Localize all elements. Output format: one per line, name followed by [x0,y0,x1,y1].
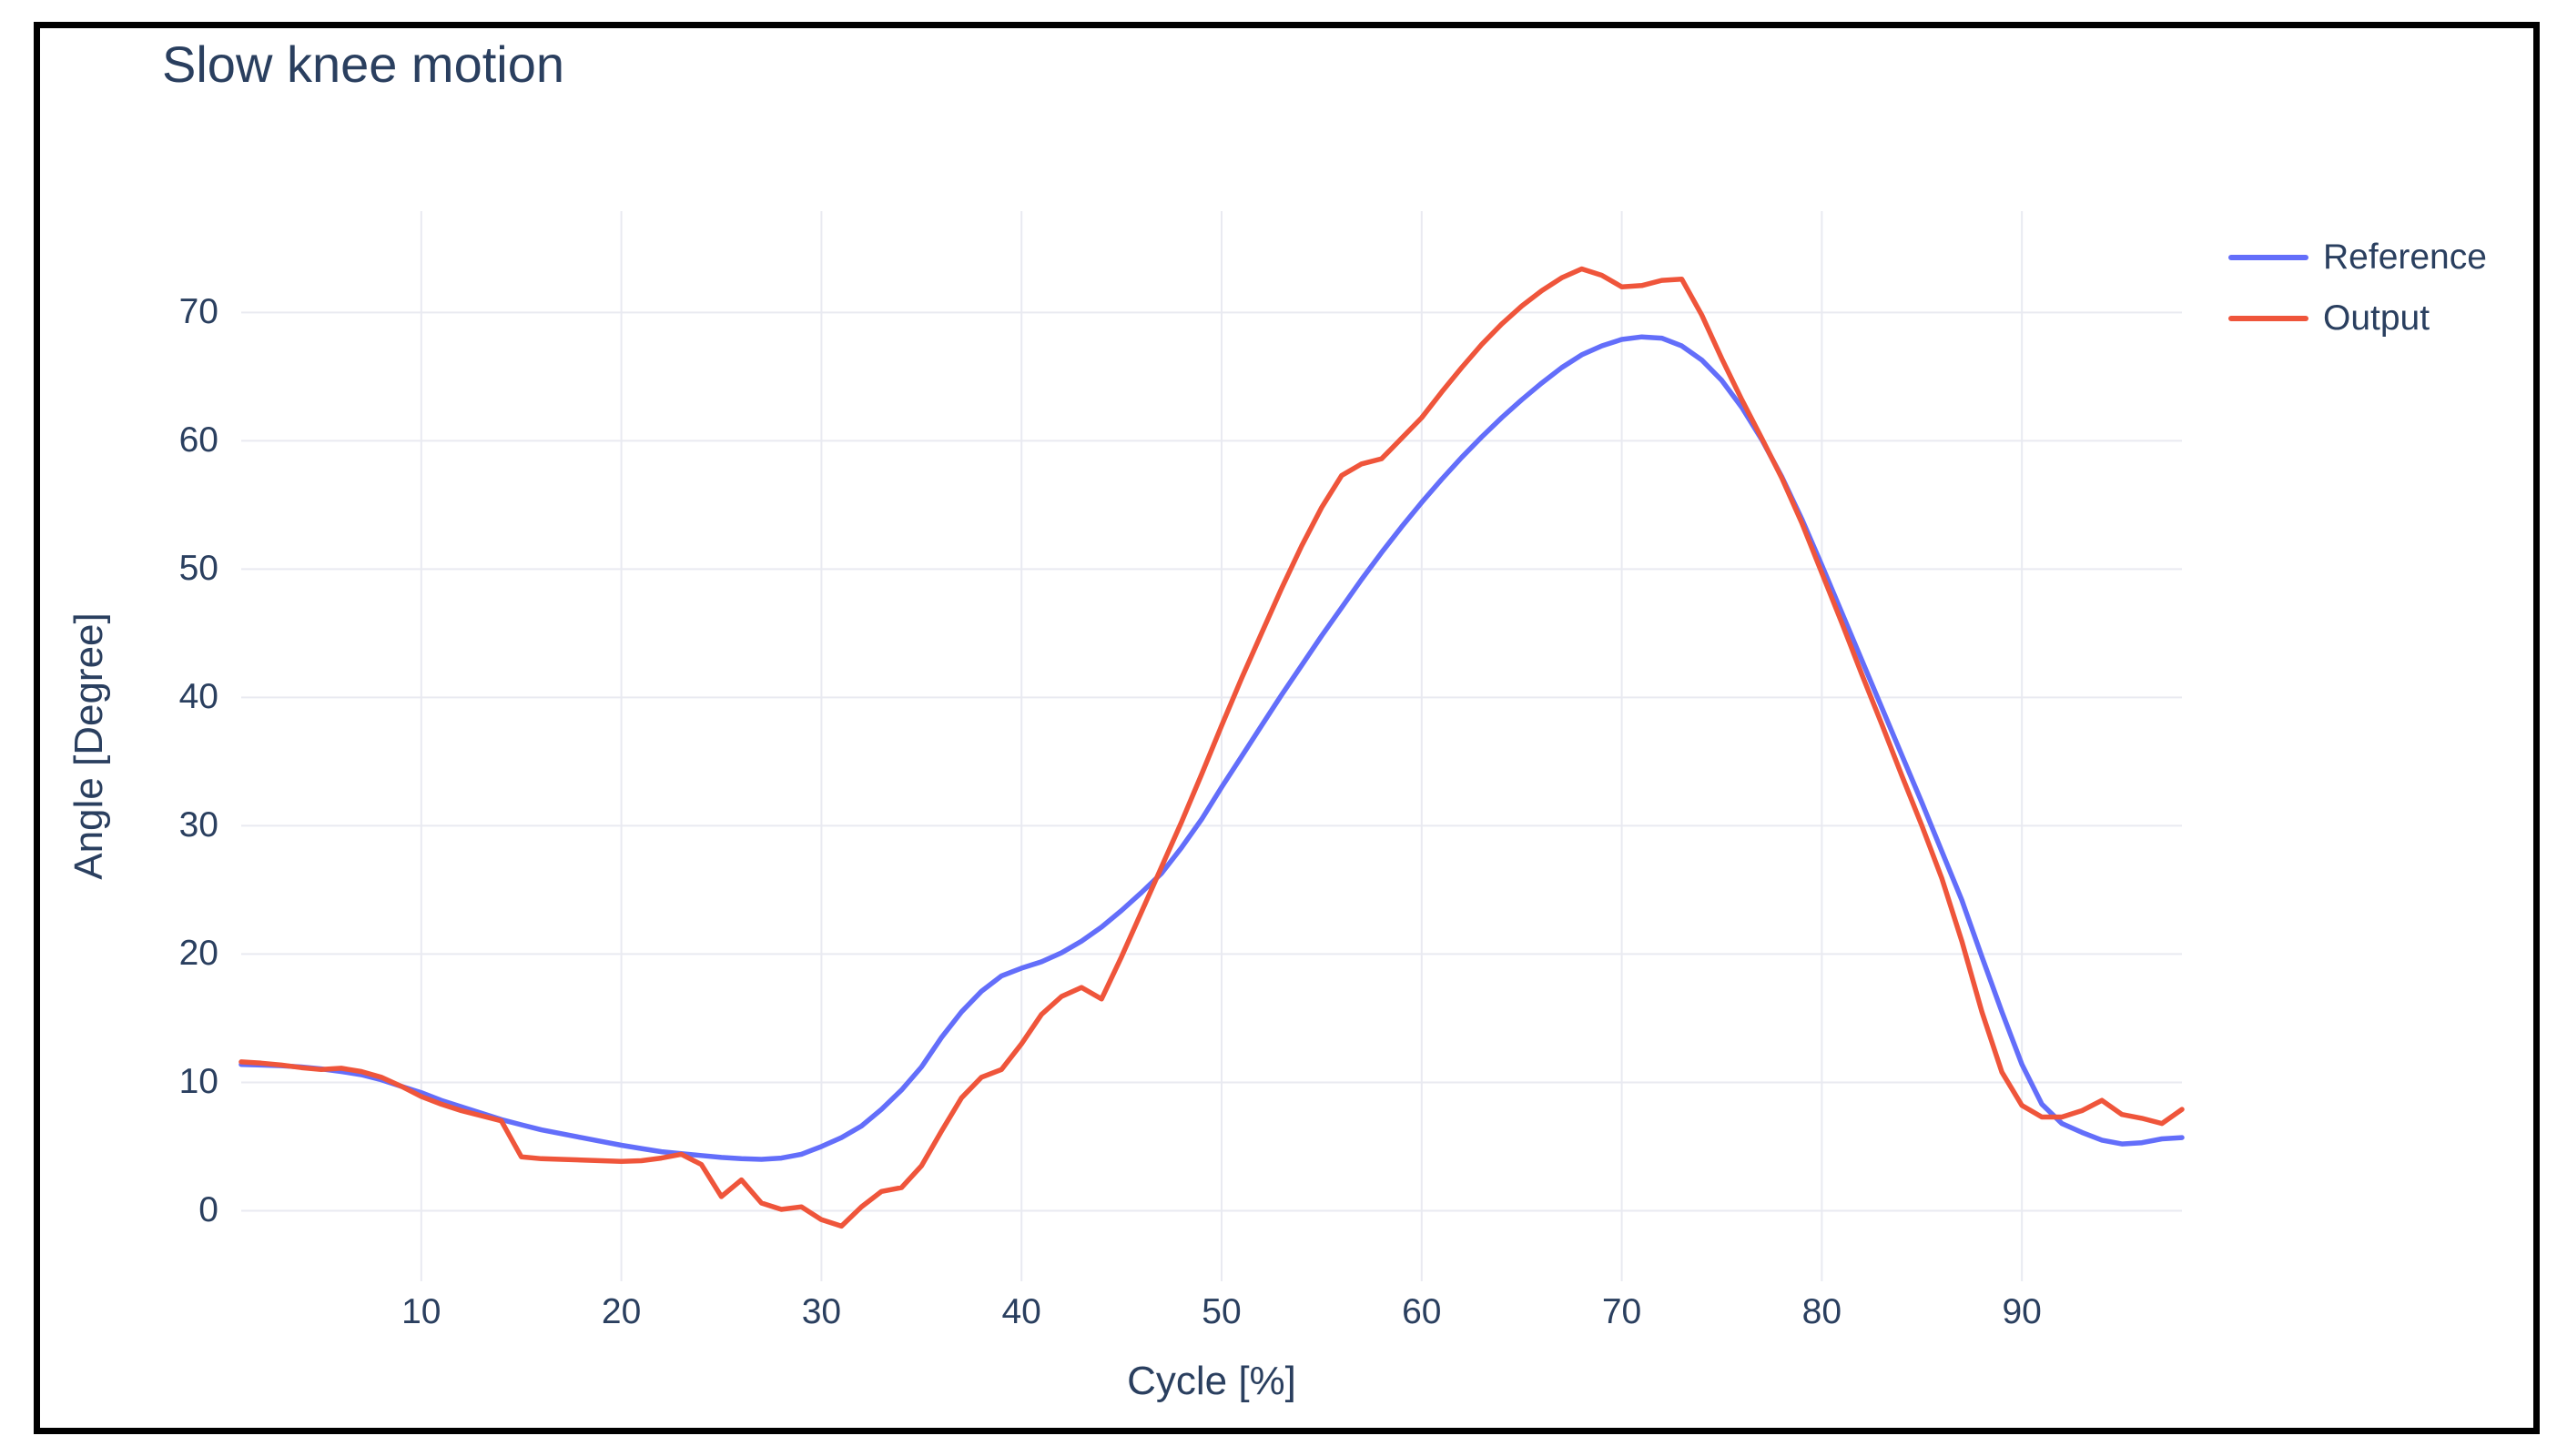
legend-label-output: Output [2323,298,2430,338]
output-line[interactable] [238,266,2185,1229]
x-tick-label: 30 [801,1292,842,1331]
x-tick-label: 90 [2002,1292,2042,1331]
y-tick-label: 40 [178,677,218,717]
reference-line[interactable] [238,334,2185,1162]
x-axis-title: Cycle [%] [1127,1359,1296,1403]
y-tick-label: 10 [178,1062,218,1102]
y-tick-label: 30 [178,805,218,845]
x-tick-label: 10 [401,1292,441,1331]
x-tick-label: 60 [1402,1292,1442,1331]
y-tick-label: 20 [178,934,218,974]
x-tick-label: 70 [1601,1292,1642,1331]
x-tick-label: 80 [1801,1292,1842,1331]
y-tick-label: 60 [178,420,218,460]
legend-label-reference: Reference [2323,238,2487,277]
reference-line-swatch [2228,255,2308,260]
chart-title: Slow knee motion [162,35,565,93]
legend: Reference Output [2228,237,2487,359]
x-tick-label: 20 [601,1292,642,1331]
y-tick-label: 50 [178,549,218,589]
x-tick-label: 50 [1202,1292,1242,1331]
legend-item-reference[interactable]: Reference [2228,237,2487,278]
y-tick-label: 70 [178,292,218,332]
y-axis-title: Angle [Degree] [66,612,111,880]
output-line-swatch [2228,316,2308,321]
y-tick-label: 0 [198,1190,218,1230]
figure-frame [34,22,2540,1434]
legend-item-output[interactable]: Output [2228,298,2487,339]
x-tick-label: 40 [1001,1292,1041,1331]
